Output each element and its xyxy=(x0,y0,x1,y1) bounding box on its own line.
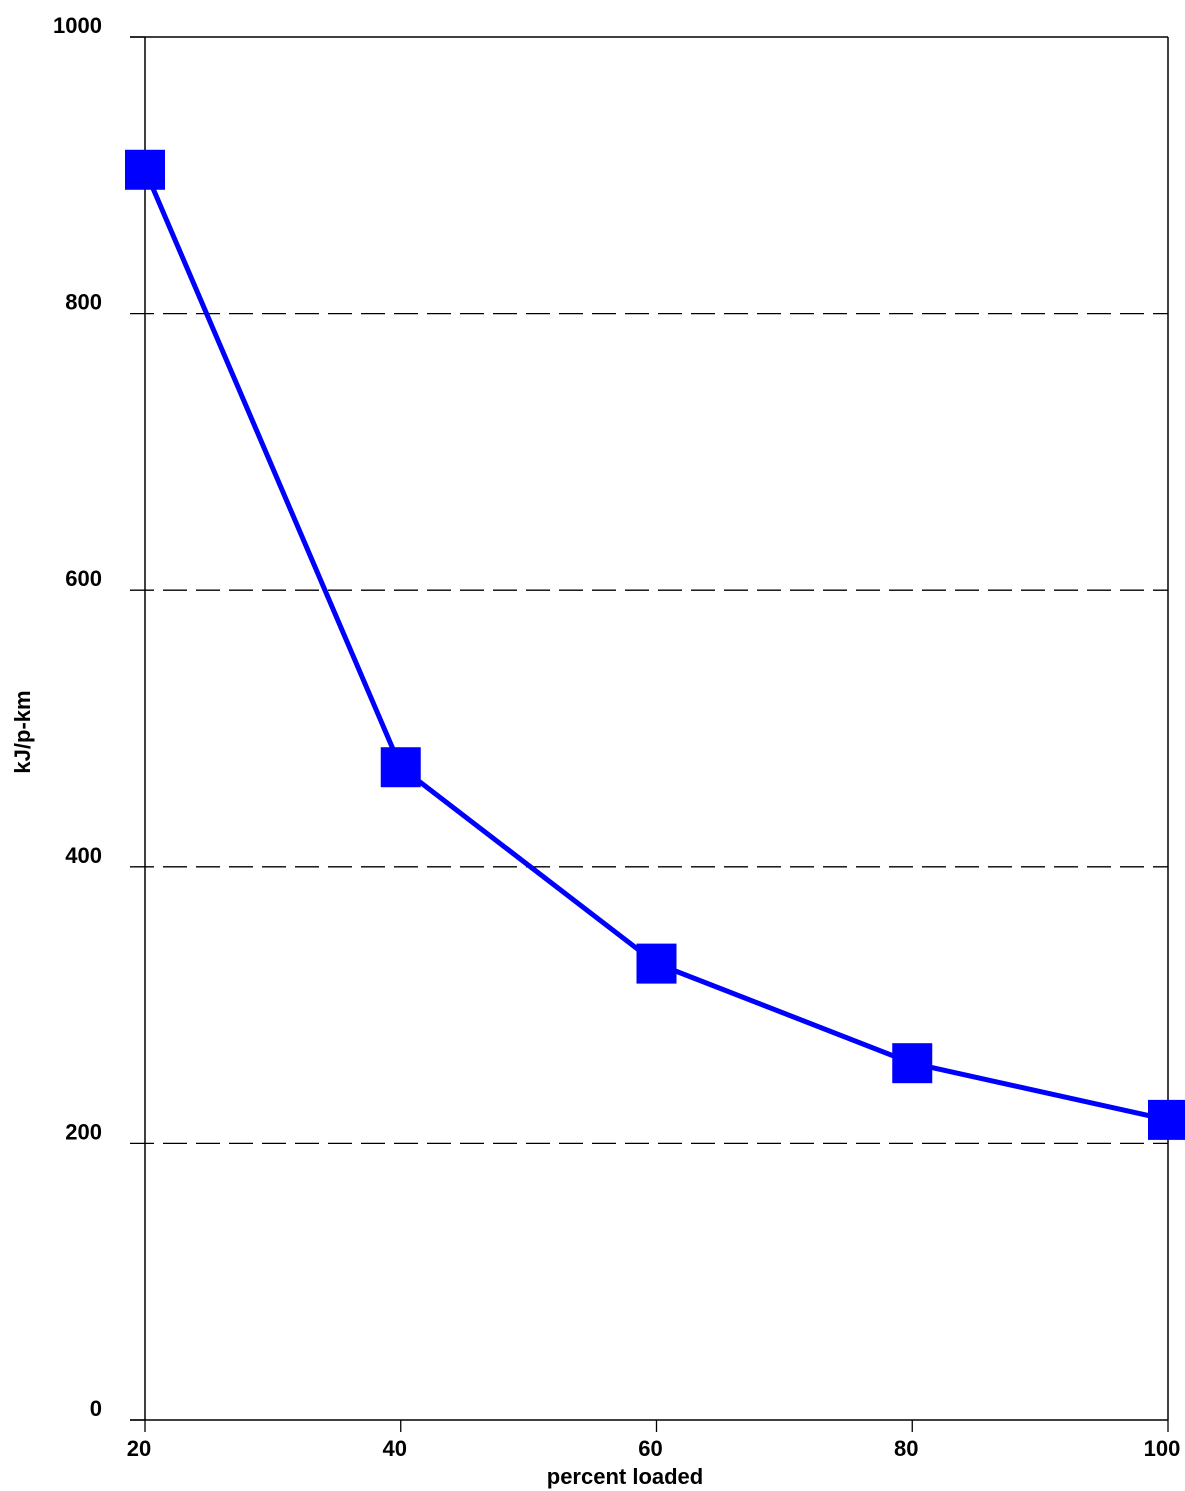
x-tick-label: 80 xyxy=(894,1436,918,1461)
y-tick-label: 1000 xyxy=(53,13,102,38)
x-tick-label: 60 xyxy=(638,1436,662,1461)
data-point-100 xyxy=(1148,1099,1185,1140)
data-point-40 xyxy=(380,747,421,788)
y-tick-label: 200 xyxy=(65,1119,102,1144)
gridlines xyxy=(130,312,1168,1145)
data-point-80 xyxy=(892,1043,933,1084)
x-tick-label: 40 xyxy=(383,1436,407,1461)
tick-labels: 0 200 400 600 800 1000 20 40 60 80 100 xyxy=(53,13,1180,1461)
x-axis-title: percent loaded xyxy=(547,1464,703,1489)
x-tick-label: 100 xyxy=(1144,1436,1181,1461)
y-axis-title: kJ/p-km xyxy=(10,690,35,773)
x-tick-label: 20 xyxy=(127,1436,151,1461)
data-point-20 xyxy=(125,149,165,190)
y-tick-label: 800 xyxy=(65,290,102,315)
data-series xyxy=(125,149,1185,1140)
y-tick-label: 400 xyxy=(65,843,102,868)
y-tick-label: 600 xyxy=(65,566,102,591)
axes xyxy=(130,36,1169,1432)
data-point-60 xyxy=(636,943,677,984)
y-tick-label: 0 xyxy=(90,1396,102,1421)
